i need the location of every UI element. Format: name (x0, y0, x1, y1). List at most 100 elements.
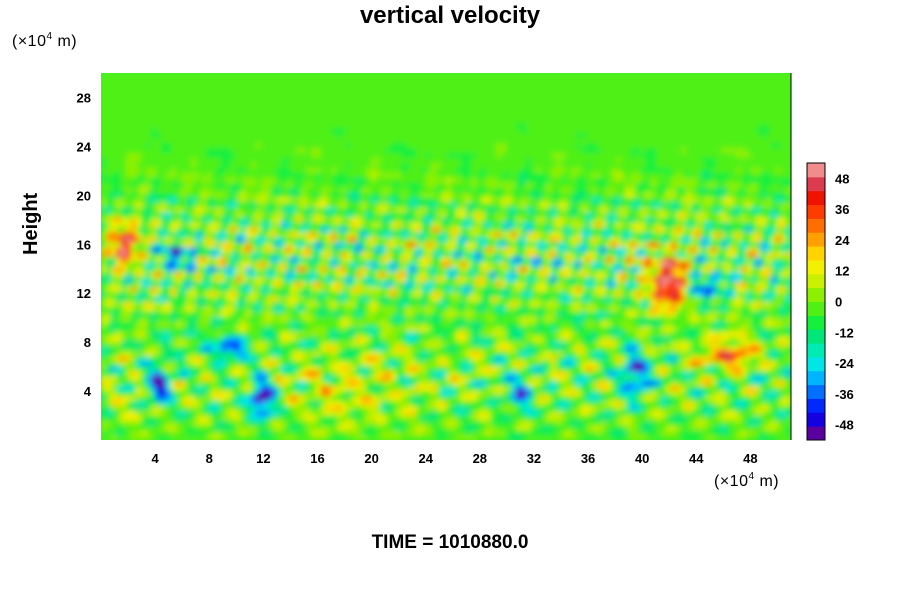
heatmap-cell (676, 405, 682, 411)
heatmap-cell (266, 340, 272, 347)
heatmap-cell (296, 390, 302, 396)
heatmap-cell (351, 271, 357, 277)
heatmap-cell (341, 410, 347, 416)
heatmap-cell (281, 266, 287, 272)
heatmap-cell (556, 410, 562, 416)
heatmap-cell (381, 296, 387, 302)
heatmap-cell (786, 320, 791, 327)
heatmap-cell (676, 320, 682, 327)
heatmap-cell (616, 365, 622, 372)
heatmap-cell (566, 435, 572, 440)
heatmap-cell (101, 415, 107, 421)
heatmap-cell (136, 340, 142, 347)
heatmap-cell (696, 330, 702, 337)
heatmap-cell (531, 435, 537, 440)
heatmap-cell (371, 430, 377, 436)
heatmap-cell (756, 261, 762, 268)
heatmap-cell (341, 340, 347, 347)
heatmap-cell (206, 345, 212, 352)
heatmap-cell (781, 301, 787, 307)
heatmap-cell (271, 320, 277, 327)
heatmap-cell (326, 365, 332, 372)
heatmap-cell (416, 400, 422, 406)
heatmap-cell (436, 430, 442, 436)
heatmap-cell (561, 385, 567, 392)
heatmap-cell (526, 271, 532, 277)
heatmap-cell (436, 390, 442, 396)
heatmap-cell (591, 355, 597, 362)
heatmap-cell (736, 291, 742, 297)
heatmap-cell (161, 360, 167, 367)
heatmap-cell (306, 360, 312, 367)
heatmap-cell (601, 325, 607, 332)
heatmap-cell (331, 380, 337, 387)
heatmap-cell (666, 360, 672, 367)
heatmap-cell (426, 291, 432, 297)
heatmap-cell (256, 370, 262, 377)
heatmap-cell (421, 365, 427, 372)
heatmap-cell (311, 345, 317, 352)
heatmap-cell (681, 291, 687, 297)
heatmap-cell (291, 400, 297, 406)
heatmap-cell (521, 291, 527, 297)
heatmap-cell (291, 395, 297, 401)
heatmap-cell (471, 415, 477, 421)
heatmap-cell (746, 311, 752, 317)
heatmap-cell (326, 276, 332, 282)
heatmap-cell (501, 395, 507, 401)
heatmap-cell (601, 301, 607, 307)
heatmap-cell (661, 271, 667, 277)
heatmap-cell (441, 360, 447, 367)
heatmap-cell (186, 380, 192, 387)
heatmap-cell (596, 390, 602, 396)
heatmap-cell (276, 271, 282, 277)
heatmap-cell (736, 340, 742, 347)
heatmap-cell (251, 316, 257, 322)
heatmap-cell (621, 360, 627, 367)
heatmap-cell (651, 410, 657, 416)
heatmap-cell (496, 410, 502, 416)
heatmap-cell (356, 281, 362, 287)
heatmap-cell (761, 355, 767, 362)
heatmap-cell (741, 415, 747, 421)
heatmap-cell (651, 365, 657, 372)
heatmap-cell (276, 370, 282, 377)
heatmap-cell (326, 291, 332, 297)
heatmap-cell (281, 320, 287, 327)
heatmap-cell (421, 410, 427, 416)
heatmap-cell (356, 375, 362, 382)
heatmap-cell (446, 355, 452, 362)
heatmap-cell (546, 425, 552, 431)
heatmap-cell (776, 301, 782, 307)
heatmap-cell (391, 430, 397, 436)
heatmap-cell (121, 286, 127, 292)
heatmap-cell (781, 400, 787, 406)
heatmap-cell (491, 415, 497, 421)
heatmap-cell (771, 311, 777, 317)
heatmap-cell (141, 291, 147, 297)
heatmap-cell (431, 316, 437, 322)
heatmap-cell (386, 370, 392, 377)
heatmap-cell (636, 266, 642, 272)
heatmap-cell (711, 430, 717, 436)
heatmap-cell (321, 276, 327, 282)
heatmap-cell (671, 316, 677, 322)
heatmap-cell (221, 420, 227, 426)
heatmap-cell (696, 385, 702, 392)
heatmap-cell (741, 425, 747, 431)
heatmap-cell (421, 271, 427, 277)
heatmap-cell (731, 400, 737, 406)
heatmap-cell (396, 395, 402, 401)
heatmap-cell (726, 435, 732, 440)
heatmap-cell (401, 425, 407, 431)
heatmap-cell (471, 291, 477, 297)
heatmap-cell (291, 320, 297, 327)
heatmap-cell (696, 325, 702, 332)
heatmap-cell (381, 335, 387, 342)
heatmap-cell (186, 340, 192, 347)
heatmap-cell (486, 395, 492, 401)
heatmap-cell (201, 271, 207, 277)
heatmap-cell (251, 360, 257, 367)
heatmap-cell (411, 281, 417, 287)
heatmap-cell (336, 395, 342, 401)
